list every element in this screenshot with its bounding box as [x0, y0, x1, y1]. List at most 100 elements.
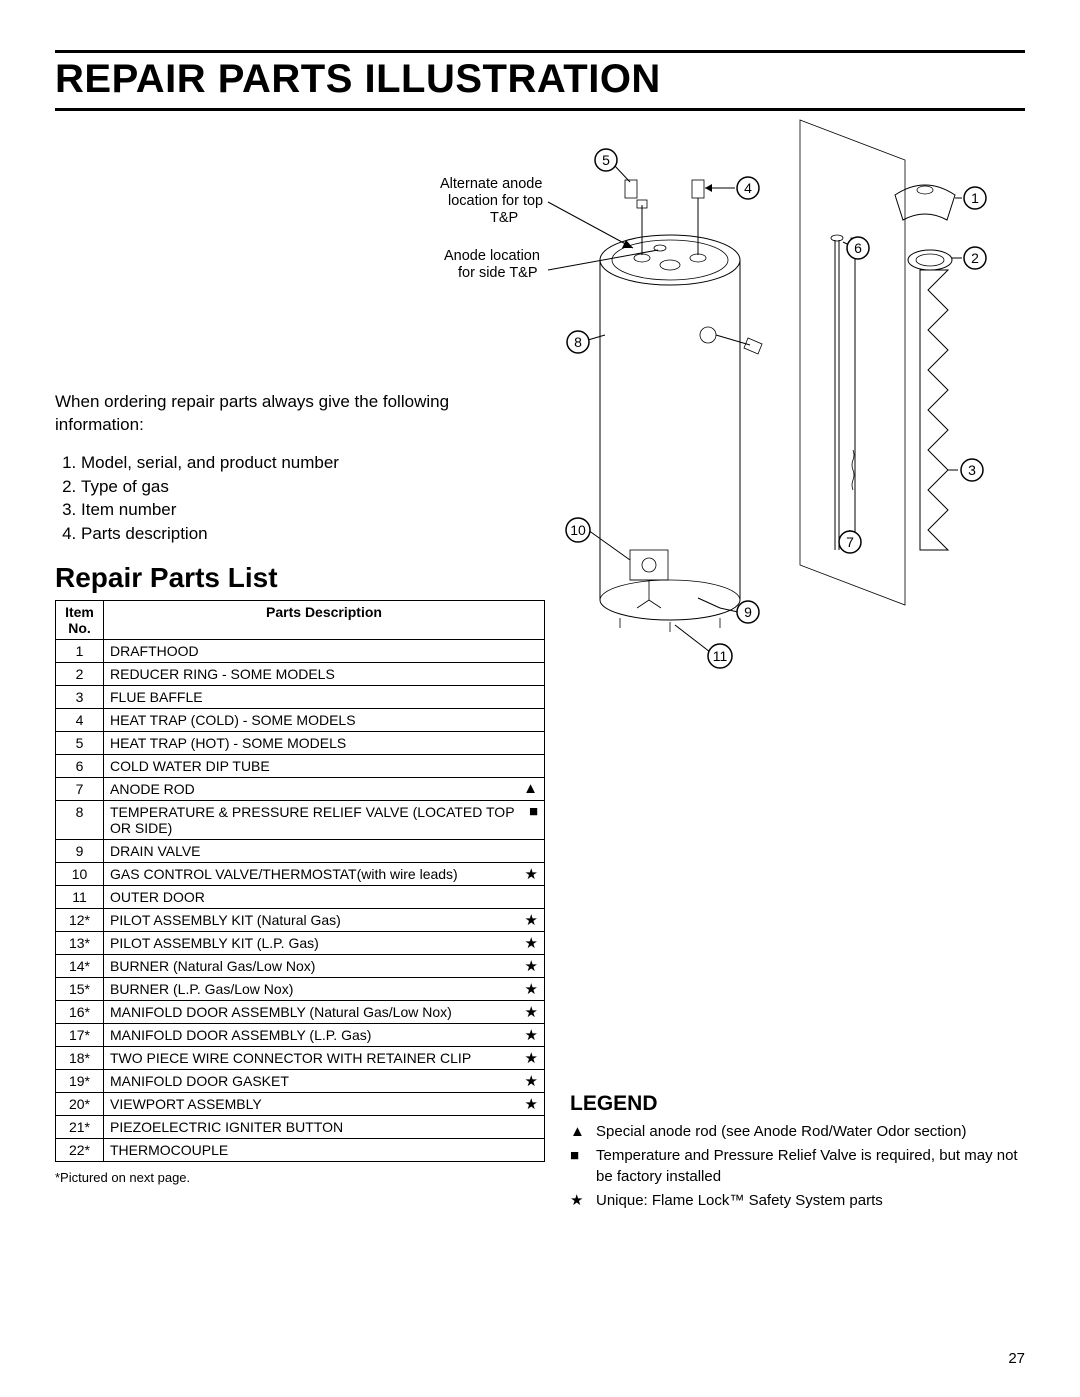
- row-symbol-icon: ★: [525, 934, 538, 952]
- item-no: 11: [56, 886, 104, 909]
- callout-5: 5: [595, 149, 617, 171]
- item-desc: MANIFOLD DOOR ASSEMBLY (Natural Gas/Low …: [104, 1001, 545, 1024]
- item-no: 21*: [56, 1116, 104, 1139]
- table-row: 21*PIEZOELECTRIC IGNITER BUTTON: [56, 1116, 545, 1139]
- svg-text:2: 2: [971, 250, 979, 266]
- table-row: 7ANODE ROD▲: [56, 778, 545, 801]
- item-desc: HEAT TRAP (HOT) - SOME MODELS: [104, 732, 545, 755]
- row-symbol-icon: ★: [525, 980, 538, 998]
- item-desc: TWO PIECE WIRE CONNECTOR WITH RETAINER C…: [104, 1047, 545, 1070]
- row-symbol-icon: ★: [525, 1026, 538, 1044]
- table-row: 6COLD WATER DIP TUBE: [56, 755, 545, 778]
- item-desc: PILOT ASSEMBLY KIT (L.P. Gas)★: [104, 932, 545, 955]
- triangle-icon: ▲: [570, 1122, 585, 1142]
- callout-1: 1: [964, 187, 986, 209]
- item-desc: COLD WATER DIP TUBE: [104, 755, 545, 778]
- item-no: 16*: [56, 1001, 104, 1024]
- callout-11: 11: [708, 644, 732, 668]
- item-desc: VIEWPORT ASSEMBLY★: [104, 1093, 545, 1116]
- item-desc: BURNER (L.P. Gas/Low Nox)★: [104, 978, 545, 1001]
- parts-table: Item No. Parts Description 1DRAFTHOOD2RE…: [55, 600, 545, 1162]
- legend-item: ■Temperature and Pressure Relief Valve i…: [570, 1146, 1030, 1187]
- item-no: 22*: [56, 1139, 104, 1162]
- item-no: 3: [56, 686, 104, 709]
- table-row: 10GAS CONTROL VALVE/THERMOSTAT(with wire…: [56, 863, 545, 886]
- item-no: 7: [56, 778, 104, 801]
- parts-illustration-diagram: Alternate anode location for top T&P Ano…: [430, 110, 1030, 690]
- legend-item: ▲ Special anode rod (see Anode Rod/Water …: [570, 1122, 1030, 1142]
- item-desc: OUTER DOOR: [104, 886, 545, 909]
- page-title: REPAIR PARTS ILLUSTRATION: [55, 57, 1025, 102]
- table-row: 1DRAFTHOOD: [56, 640, 545, 663]
- table-row: 16*MANIFOLD DOOR ASSEMBLY (Natural Gas/L…: [56, 1001, 545, 1024]
- footnote: *Pictured on next page.: [55, 1170, 515, 1185]
- col-header-item: Item No.: [56, 601, 104, 640]
- legend-block: LEGEND ▲ Special anode rod (see Anode Rod…: [570, 1092, 1030, 1215]
- item-no: 20*: [56, 1093, 104, 1116]
- row-symbol-icon: ★: [525, 957, 538, 975]
- table-row: 8TEMPERATURE & PRESSURE RELIEF VALVE (LO…: [56, 801, 545, 840]
- svg-text:6: 6: [854, 240, 862, 256]
- table-row: 17*MANIFOLD DOOR ASSEMBLY (L.P. Gas)★: [56, 1024, 545, 1047]
- item-desc: REDUCER RING - SOME MODELS: [104, 663, 545, 686]
- item-no: 15*: [56, 978, 104, 1001]
- label-alt-anode-3: T&P: [490, 210, 518, 226]
- table-row: 20*VIEWPORT ASSEMBLY★: [56, 1093, 545, 1116]
- item-no: 9: [56, 840, 104, 863]
- table-row: 4HEAT TRAP (COLD) - SOME MODELS: [56, 709, 545, 732]
- row-symbol-icon: ■: [529, 803, 538, 820]
- svg-text:4: 4: [744, 180, 752, 196]
- legend-item: ★Unique: Flame Lock™ Safety System parts: [570, 1191, 1030, 1211]
- table-row: 2REDUCER RING - SOME MODELS: [56, 663, 545, 686]
- item-desc: GAS CONTROL VALVE/THERMOSTAT(with wire l…: [104, 863, 545, 886]
- item-desc: MANIFOLD DOOR ASSEMBLY (L.P. Gas)★: [104, 1024, 545, 1047]
- item-desc: HEAT TRAP (COLD) - SOME MODELS: [104, 709, 545, 732]
- item-desc: MANIFOLD DOOR GASKET★: [104, 1070, 545, 1093]
- label-alt-anode-2: location for top: [448, 193, 543, 209]
- callout-10: 10: [566, 518, 590, 542]
- legend-title: LEGEND: [570, 1092, 1030, 1116]
- item-desc: PILOT ASSEMBLY KIT (Natural Gas)★: [104, 909, 545, 932]
- item-desc: BURNER (Natural Gas/Low Nox)★: [104, 955, 545, 978]
- svg-text:8: 8: [574, 334, 582, 350]
- item-desc: PIEZOELECTRIC IGNITER BUTTON: [104, 1116, 545, 1139]
- svg-text:10: 10: [570, 522, 586, 538]
- table-row: 22*THERMOCOUPLE: [56, 1139, 545, 1162]
- item-desc: THERMOCOUPLE: [104, 1139, 545, 1162]
- item-desc: ANODE ROD▲: [104, 778, 545, 801]
- item-desc: TEMPERATURE & PRESSURE RELIEF VALVE (LOC…: [104, 801, 545, 840]
- legend-list: ▲ Special anode rod (see Anode Rod/Water …: [570, 1122, 1030, 1211]
- row-symbol-icon: ★: [525, 1095, 538, 1113]
- callout-3: 3: [961, 459, 983, 481]
- item-desc: FLUE BAFFLE: [104, 686, 545, 709]
- callout-2: 2: [964, 247, 986, 269]
- item-no: 18*: [56, 1047, 104, 1070]
- legend-text: Special anode rod (see Anode Rod/Water O…: [596, 1123, 967, 1140]
- callout-9: 9: [737, 601, 759, 623]
- row-symbol-icon: ▲: [523, 780, 538, 797]
- table-row: 3FLUE BAFFLE: [56, 686, 545, 709]
- item-no: 5: [56, 732, 104, 755]
- svg-text:9: 9: [744, 604, 752, 620]
- row-symbol-icon: ★: [525, 1072, 538, 1090]
- item-no: 12*: [56, 909, 104, 932]
- item-no: 13*: [56, 932, 104, 955]
- row-symbol-icon: ★: [525, 911, 538, 929]
- label-alt-anode-1: Alternate anode: [440, 176, 542, 192]
- row-symbol-icon: ★: [525, 1049, 538, 1067]
- svg-text:3: 3: [968, 462, 976, 478]
- row-symbol-icon: ★: [525, 1003, 538, 1021]
- item-no: 19*: [56, 1070, 104, 1093]
- item-no: 4: [56, 709, 104, 732]
- item-no: 10: [56, 863, 104, 886]
- legend-text: Unique: Flame Lock™ Safety System parts: [596, 1192, 883, 1209]
- label-anode-1: Anode location: [444, 248, 540, 264]
- table-row: 15*BURNER (L.P. Gas/Low Nox)★: [56, 978, 545, 1001]
- table-row: 5HEAT TRAP (HOT) - SOME MODELS: [56, 732, 545, 755]
- svg-text:11: 11: [713, 648, 728, 664]
- item-desc: DRAFTHOOD: [104, 640, 545, 663]
- row-symbol-icon: ★: [525, 865, 538, 883]
- svg-text:7: 7: [846, 534, 854, 550]
- item-no: 14*: [56, 955, 104, 978]
- svg-text:1: 1: [971, 190, 979, 206]
